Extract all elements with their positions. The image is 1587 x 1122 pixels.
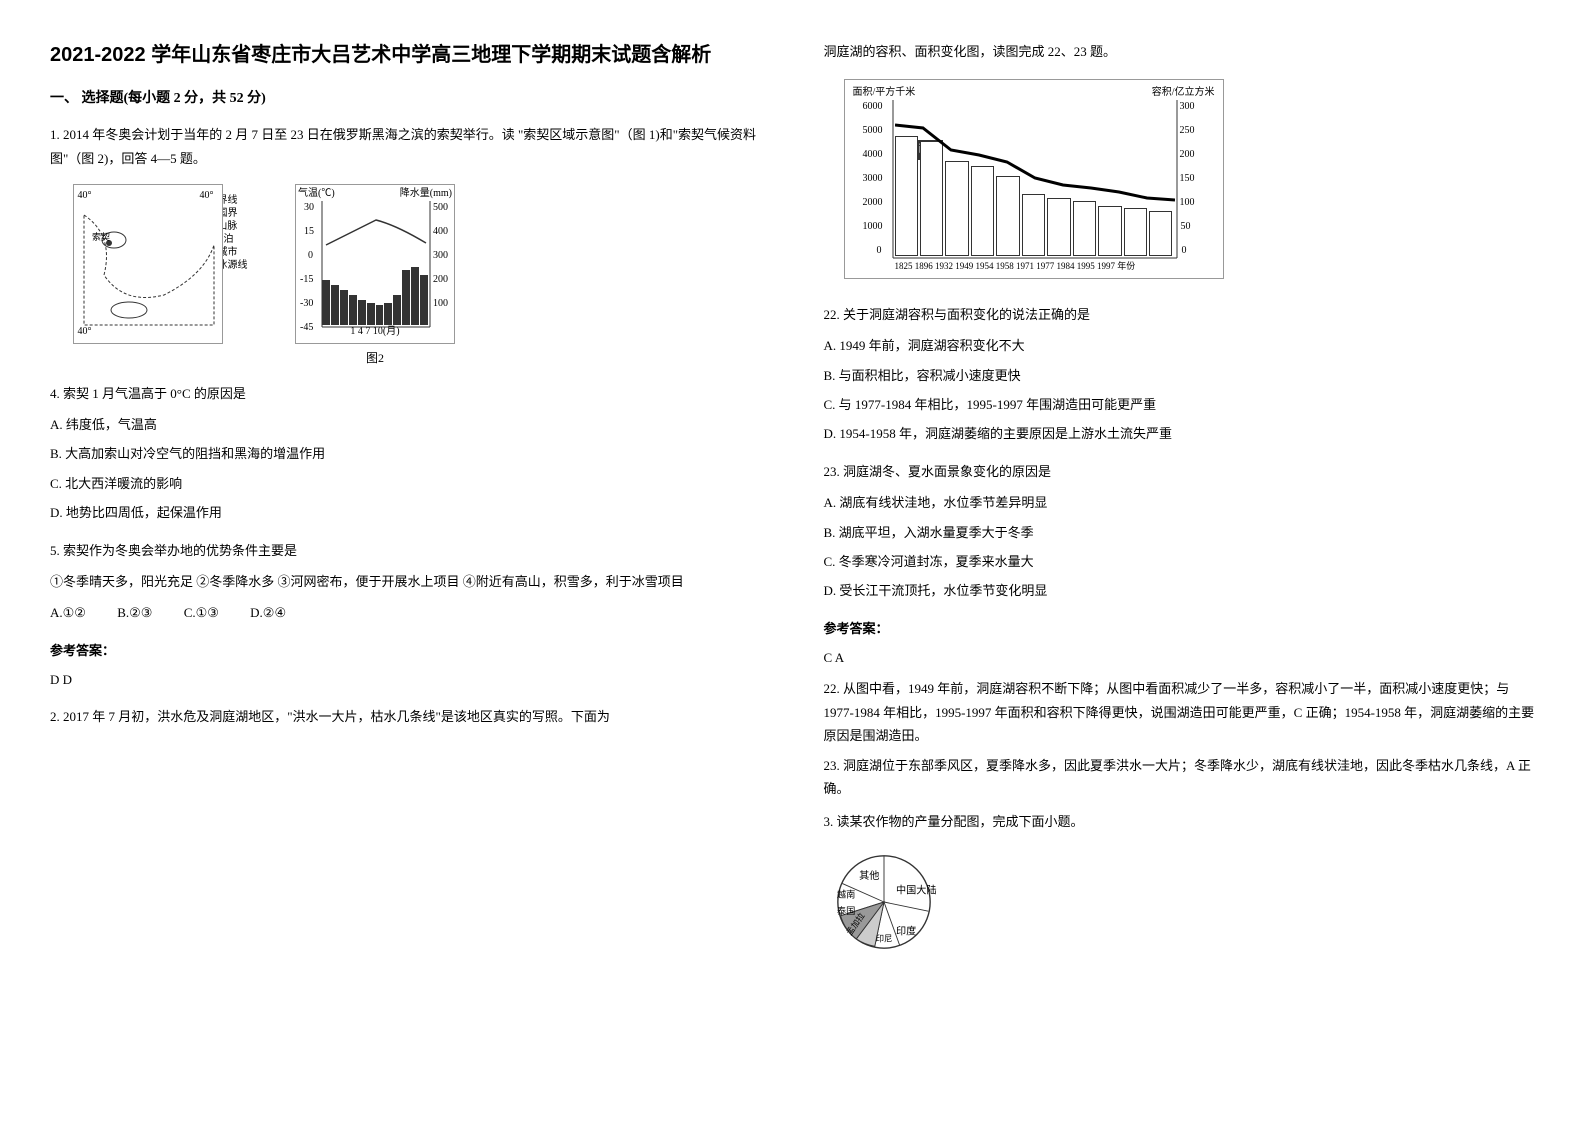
q22-option-a: A. 1949 年前，洞庭湖容积变化不大 xyxy=(824,334,1538,357)
q4-option-a: A. 纬度低，气温高 xyxy=(50,413,764,436)
question-1-intro: 1. 2014 年冬奥会计划于当年的 2 月 7 日至 23 日在俄罗斯黑海之滨… xyxy=(50,123,764,170)
q1-answer-label: 参考答案： xyxy=(50,639,764,662)
q2-answer-label: 参考答案： xyxy=(824,617,1538,640)
question-3: 3. 读某农作物的产量分配图，完成下面小题。 其他 中国大陆 印度 xyxy=(824,810,1538,969)
q5-option-a: A.①② xyxy=(50,605,86,620)
svg-text:泰国: 泰国 xyxy=(836,905,854,916)
q23-explanation: 23. 洞庭湖位于东部季风区，夏季降水多，因此夏季洪水一大片；冬季降水少，湖底有… xyxy=(824,754,1538,801)
map-placeholder: 40° 40° 40° 索契 xyxy=(73,184,223,344)
q23-stem: 23. 洞庭湖冬、夏水面景象变化的原因是 xyxy=(824,460,1538,483)
q5-option-b: B.②③ xyxy=(117,605,152,620)
svg-text:越南: 越南 xyxy=(836,888,854,899)
question-23: 23. 洞庭湖冬、夏水面景象变化的原因是 A. 湖底有线状洼地，水位季节差异明显… xyxy=(824,460,1538,603)
q1-intro-text: 1. 2014 年冬奥会计划于当年的 2 月 7 日至 23 日在俄罗斯黑海之滨… xyxy=(50,123,764,170)
svg-text:印尼: 印尼 xyxy=(875,934,892,944)
svg-text:索契: 索契 xyxy=(92,231,110,242)
lake-chart: 面积/平方千米 容积/亿立方米 6000 5000 4000 3000 2000… xyxy=(844,79,1224,279)
svg-text:其他: 其他 xyxy=(859,869,879,882)
pie-chart: 其他 中国大陆 印度 印尼 孟加拉 泰国 越南 xyxy=(824,842,1538,969)
q2-intro2-text: 洞庭湖的容积、面积变化图，读图完成 22、23 题。 xyxy=(824,40,1538,63)
left-column: 2021-2022 学年山东省枣庄市大吕艺术中学高三地理下学期期末试题含解析 一… xyxy=(50,40,764,983)
svg-text:中国大陆: 中国大陆 xyxy=(896,884,937,897)
q4-stem: 4. 索契 1 月气温高于 0°C 的原因是 xyxy=(50,382,764,405)
q23-option-b: B. 湖底平坦，入湖水量夏季大于冬季 xyxy=(824,521,1538,544)
q22-option-d: D. 1954-1958 年，洞庭湖萎缩的主要原因是上游水土流失严重 xyxy=(824,422,1538,445)
q1-answer: D D xyxy=(50,668,764,691)
q23-option-a: A. 湖底有线状洼地，水位季节差异明显 xyxy=(824,491,1538,514)
figure-1-map: 40° 40° 40° 索契 — 界线 --- 国界 ▲ 山脉 ◐ 湖泊 xyxy=(50,184,265,370)
right-column: 洞庭湖的容积、面积变化图，读图完成 22、23 题。 面积/平方千米 容积/亿立… xyxy=(824,40,1538,983)
question-22: 22. 关于洞庭湖容积与面积变化的说法正确的是 A. 1949 年前，洞庭湖容积… xyxy=(824,303,1538,446)
q4-option-d: D. 地势比四周低，起保温作用 xyxy=(50,501,764,524)
q5-options-row: A.①② B.②③ C.①③ D.②④ xyxy=(50,601,764,624)
q2-answer: C A xyxy=(824,646,1538,669)
exam-title: 2021-2022 学年山东省枣庄市大吕艺术中学高三地理下学期期末试题含解析 xyxy=(50,40,764,70)
figure-2-climate: 气温(℃) 降水量(mm) 30 15 0 -15 -30 -45 500 40… xyxy=(295,184,455,370)
question-4: 4. 索契 1 月气温高于 0°C 的原因是 A. 纬度低，气温高 B. 大高加… xyxy=(50,382,764,525)
figure-pair-1: 40° 40° 40° 索契 — 界线 --- 国界 ▲ 山脉 ◐ 湖泊 xyxy=(50,184,764,370)
q22-stem: 22. 关于洞庭湖容积与面积变化的说法正确的是 xyxy=(824,303,1538,326)
q23-option-d: D. 受长江干流顶托，水位季节变化明显 xyxy=(824,579,1538,602)
q23-option-c: C. 冬季寒冷河道封冻，夏季来水量大 xyxy=(824,550,1538,573)
q5-option-d: D.②④ xyxy=(250,605,286,620)
q22-explanation: 22. 从图中看，1949 年前，洞庭湖容积不断下降；从图中看面积减少了一半多，… xyxy=(824,677,1538,747)
question-5: 5. 索契作为冬奥会举办地的优势条件主要是 ①冬季晴天多，阳光充足 ②冬季降水多… xyxy=(50,539,764,625)
q22-option-c: C. 与 1977-1984 年相比，1995-1997 年围湖造田可能更严重 xyxy=(824,393,1538,416)
q5-option-c: C.①③ xyxy=(184,605,219,620)
q3-intro: 3. 读某农作物的产量分配图，完成下面小题。 xyxy=(824,810,1538,833)
fig2-label: 图2 xyxy=(366,348,384,370)
q22-option-b: B. 与面积相比，容积减小速度更快 xyxy=(824,364,1538,387)
section-heading: 一、 选择题(每小题 2 分，共 52 分) xyxy=(50,86,764,111)
q5-options-text: ①冬季晴天多，阳光充足 ②冬季降水多 ③河网密布，便于开展水上项目 ④附近有高山… xyxy=(50,570,764,593)
q2-intro-text: 2. 2017 年 7 月初，洪水危及洞庭湖地区，"洪水一大片，枯水几条线"是该… xyxy=(50,705,764,728)
question-2-intro: 2. 2017 年 7 月初，洪水危及洞庭湖地区，"洪水一大片，枯水几条线"是该… xyxy=(50,705,764,728)
q4-option-b: B. 大高加索山对冷空气的阻挡和黑海的增温作用 xyxy=(50,442,764,465)
climate-placeholder: 气温(℃) 降水量(mm) 30 15 0 -15 -30 -45 500 40… xyxy=(295,184,455,344)
q5-stem: 5. 索契作为冬奥会举办地的优势条件主要是 xyxy=(50,539,764,562)
exam-page: 2021-2022 学年山东省枣庄市大吕艺术中学高三地理下学期期末试题含解析 一… xyxy=(50,40,1537,983)
svg-text:印度: 印度 xyxy=(896,924,916,937)
q4-option-c: C. 北大西洋暖流的影响 xyxy=(50,472,764,495)
